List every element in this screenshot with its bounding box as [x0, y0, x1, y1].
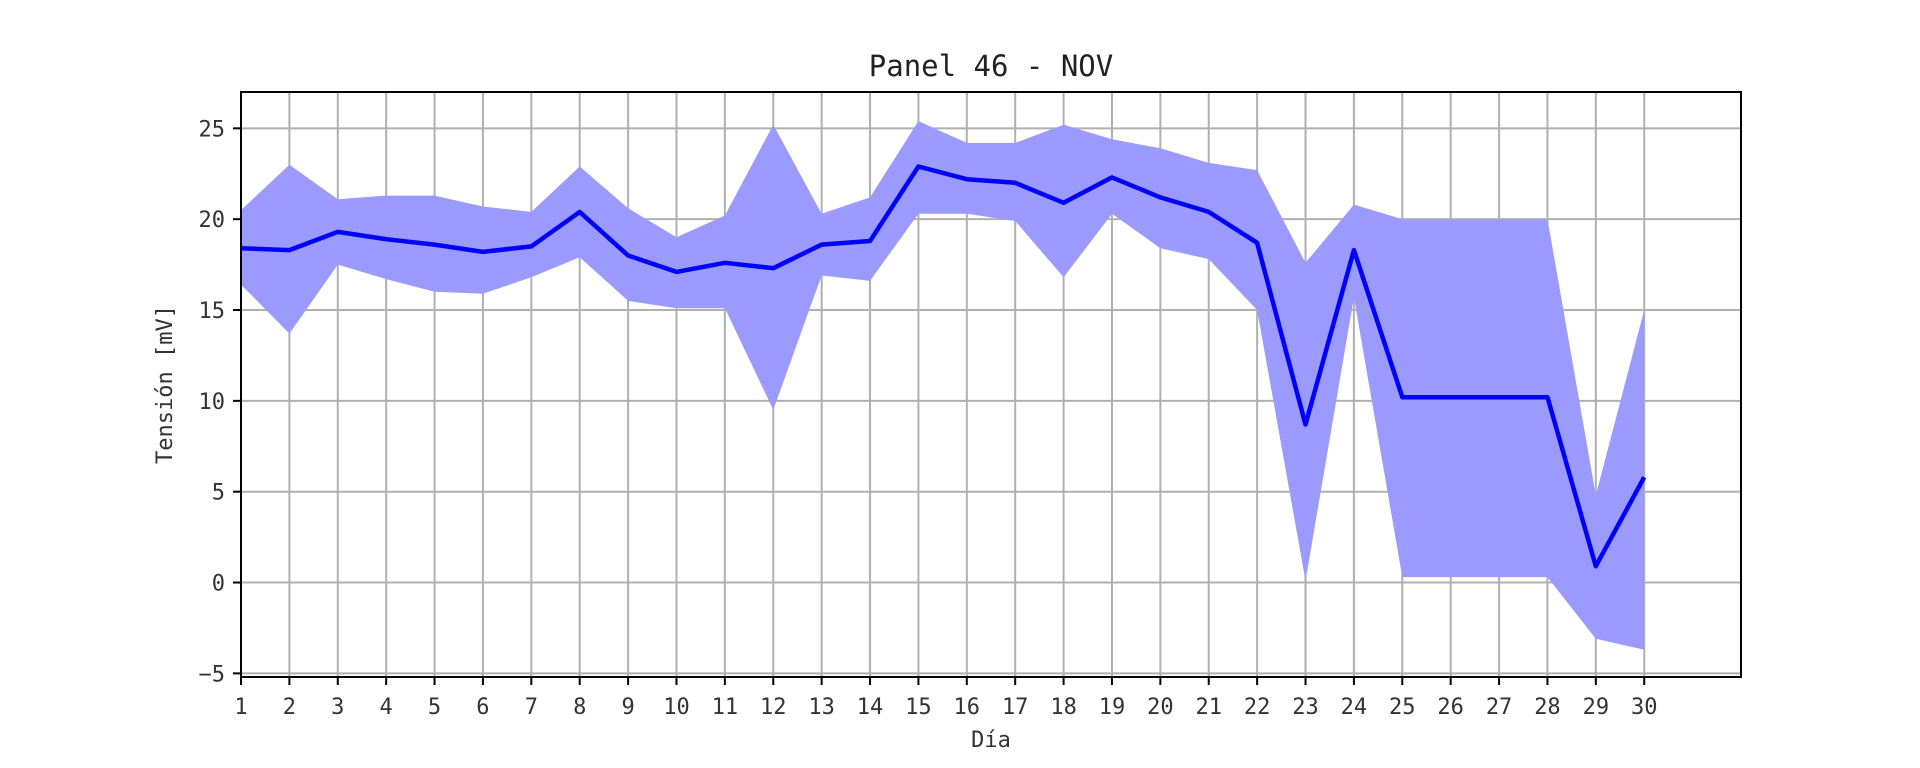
x-tick-label: 11 [712, 695, 739, 720]
x-tick-label: 2 [283, 695, 296, 720]
range-band [241, 121, 1645, 650]
x-axis-ticks: 1 2 3 4 5 6 7 8 9 10 11 12 13 14 15 16 17 18 19 20 21 22 23 24 2… [234, 677, 1657, 720]
x-tick-label: 21 [1195, 695, 1222, 720]
x-tick-label: 10 [663, 695, 690, 720]
x-tick-label: 17 [1002, 695, 1029, 720]
y-tick-label: 5 [212, 481, 225, 506]
x-tick-label: 24 [1341, 695, 1368, 720]
plot-frame [240, 91, 1742, 678]
x-tick-label: 8 [573, 695, 586, 720]
y-tick-label: −5 [199, 662, 226, 687]
y-tick-label: 0 [212, 572, 225, 597]
x-tick-label: 5 [428, 695, 441, 720]
x-tick-label: 19 [1099, 695, 1126, 720]
x-tick-label: 4 [380, 695, 393, 720]
y-axis-ticks: −5 0 5 10 15 20 25 [199, 117, 241, 687]
x-tick-label: 29 [1583, 695, 1610, 720]
y-tick-label: 10 [199, 390, 226, 415]
x-tick-label: 28 [1534, 695, 1561, 720]
x-tick-label: 23 [1292, 695, 1319, 720]
x-tick-label: 9 [621, 695, 634, 720]
y-axis-label: Tensión [mV] [153, 305, 178, 464]
chart-title: Panel 46 - NOV [869, 49, 1113, 83]
x-tick-label: 3 [331, 695, 344, 720]
x-tick-label: 18 [1050, 695, 1077, 720]
y-tick-label: 15 [199, 299, 226, 324]
x-tick-label: 13 [808, 695, 835, 720]
y-tick-label: 25 [199, 117, 226, 142]
x-tick-label: 12 [760, 695, 787, 720]
x-tick-label: 16 [954, 695, 981, 720]
x-tick-label: 15 [905, 695, 932, 720]
x-tick-label: 30 [1631, 695, 1658, 720]
series-line [240, 164, 1647, 569]
x-axis-label: Día [971, 728, 1011, 753]
x-tick-label: 6 [476, 695, 489, 720]
x-tick-label: 20 [1147, 695, 1174, 720]
x-tick-label: 27 [1486, 695, 1513, 720]
x-tick-label: 14 [857, 695, 884, 720]
y-tick-label: 20 [199, 208, 226, 233]
x-tick-label: 26 [1437, 695, 1464, 720]
x-tick-label: 22 [1244, 695, 1271, 720]
x-tick-label: 1 [234, 695, 247, 720]
x-tick-label: 25 [1389, 695, 1416, 720]
x-tick-label: 7 [525, 695, 538, 720]
